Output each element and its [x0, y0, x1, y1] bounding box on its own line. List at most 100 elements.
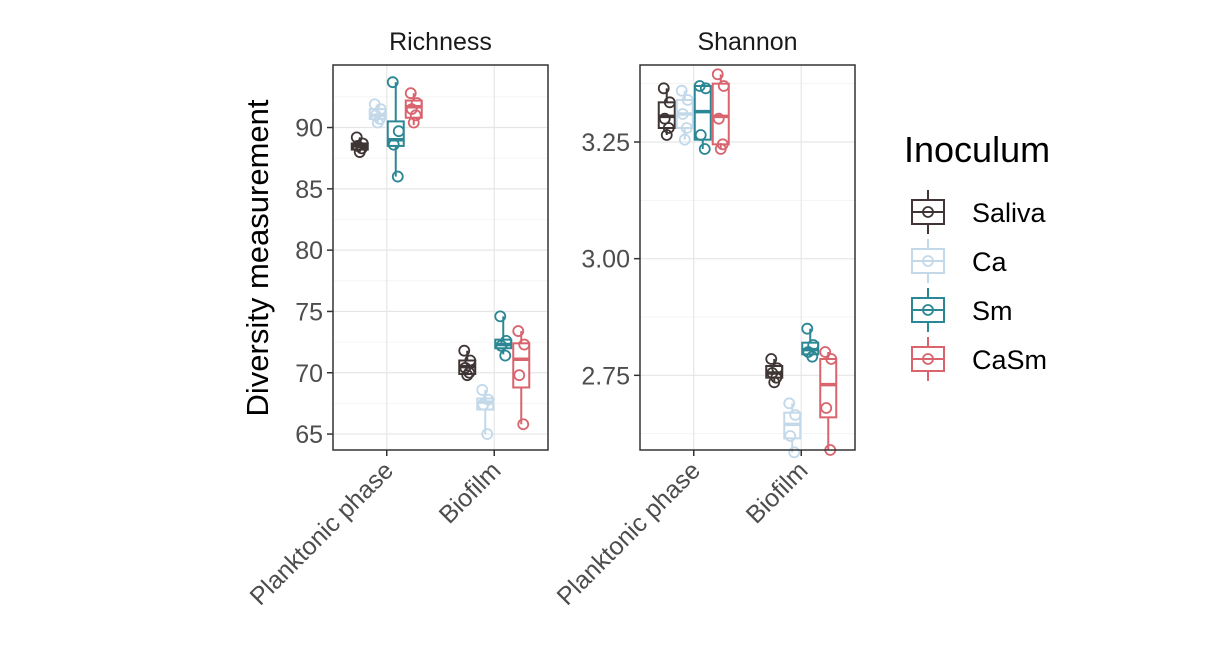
- data-point: [353, 146, 366, 158]
- legend-key-ca: [911, 239, 945, 283]
- box-casm: [512, 325, 531, 431]
- box-sm: [801, 322, 820, 363]
- panel-richness: 65 70 75 80 85 90 Planktonic phase Biofilm Richn…: [245, 28, 549, 611]
- panel-background: [333, 65, 548, 450]
- data-point: [371, 116, 384, 129]
- box-ca: [368, 98, 387, 129]
- data-point: [663, 96, 676, 109]
- data-point: [392, 125, 405, 138]
- legend-label: Ca: [972, 247, 1007, 277]
- data-point: [461, 369, 474, 382]
- data-point: [660, 129, 673, 141]
- x-tick-label: Planktonic phase: [552, 456, 706, 610]
- data-point: [463, 366, 476, 379]
- panel-title: Richness: [389, 28, 492, 56]
- box-saliva: [458, 344, 477, 382]
- data-point: [820, 402, 833, 414]
- panel-background: [640, 65, 855, 450]
- legend-point: [922, 255, 934, 267]
- data-point: [768, 376, 781, 389]
- y-tick-label: 2.75: [581, 362, 630, 390]
- data-point: [699, 82, 712, 95]
- data-point: [404, 87, 417, 100]
- panel-shannon: 2.75 3.00 3.25 Planktonic phase Biofilm Shann…: [552, 28, 856, 611]
- box-saliva: [657, 82, 676, 141]
- data-point: [386, 76, 399, 89]
- legend-point: [922, 304, 934, 316]
- panel-border: [332, 64, 549, 451]
- data-point: [405, 103, 418, 116]
- x-tick-label: Biofilm: [434, 456, 507, 529]
- y-tick-label: 3.00: [581, 246, 630, 274]
- data-point: [783, 397, 796, 410]
- y-tick-label: 75: [295, 298, 323, 326]
- data-point: [788, 446, 801, 459]
- data-point: [499, 349, 512, 362]
- data-point: [678, 133, 691, 146]
- data-point: [518, 338, 531, 351]
- legend-label: Saliva: [972, 198, 1047, 228]
- x-tick-label: Planktonic phase: [245, 456, 399, 610]
- data-point: [407, 116, 420, 129]
- y-tick-label: 85: [295, 176, 323, 204]
- data-point: [680, 122, 693, 134]
- data-point: [676, 108, 689, 120]
- x-tick-label: Biofilm: [741, 456, 814, 529]
- data-point: [717, 80, 730, 92]
- data-point: [477, 398, 490, 411]
- y-tick-label: 90: [295, 115, 323, 143]
- legend-title: Inoculum: [904, 129, 1050, 170]
- data-point: [494, 310, 507, 323]
- data-point: [806, 350, 819, 363]
- y-axis-title-group: Diversity measurement: [240, 99, 275, 416]
- panel-title: Shannon: [697, 28, 797, 56]
- data-point: [512, 325, 525, 337]
- box-body: [404, 99, 423, 119]
- data-point: [517, 418, 530, 431]
- data-point: [714, 143, 727, 155]
- data-point: [675, 84, 688, 97]
- data-point: [825, 353, 838, 365]
- data-point: [765, 353, 778, 365]
- data-point: [789, 409, 802, 421]
- box-saliva: [765, 353, 784, 389]
- data-point: [662, 122, 675, 134]
- data-point: [513, 369, 526, 382]
- box-ca: [675, 84, 694, 146]
- data-point: [387, 138, 400, 151]
- data-point: [801, 322, 814, 335]
- y-tick-label: 70: [295, 360, 323, 388]
- legend-point: [922, 353, 934, 365]
- data-point: [350, 131, 363, 144]
- box-saliva: [350, 131, 369, 158]
- y-tick-label: 80: [295, 237, 323, 265]
- legend-key-sm: [911, 288, 945, 332]
- data-point: [657, 82, 670, 95]
- box-casm: [819, 346, 838, 456]
- y-tick-label: 3.25: [581, 129, 630, 157]
- data-point: [495, 339, 508, 352]
- data-point: [698, 143, 711, 155]
- data-point: [819, 346, 832, 358]
- data-point: [458, 344, 471, 357]
- legend-label: CaSm: [972, 345, 1047, 375]
- data-point: [693, 80, 706, 92]
- data-point: [409, 109, 422, 122]
- legend-point: [922, 206, 934, 218]
- data-point: [391, 170, 404, 183]
- box-casm: [711, 68, 730, 155]
- legend-label: Sm: [972, 296, 1013, 326]
- box-casm: [404, 87, 423, 129]
- data-point: [711, 68, 724, 81]
- panel-border: [639, 64, 856, 451]
- box-ca: [476, 384, 495, 440]
- y-tick-label: 65: [295, 421, 323, 449]
- data-point: [481, 428, 494, 440]
- data-point: [476, 384, 489, 396]
- data-point: [712, 112, 725, 125]
- y-axis-title: Diversity measurement: [240, 99, 275, 416]
- box-body: [819, 358, 838, 419]
- box-sm: [693, 80, 712, 155]
